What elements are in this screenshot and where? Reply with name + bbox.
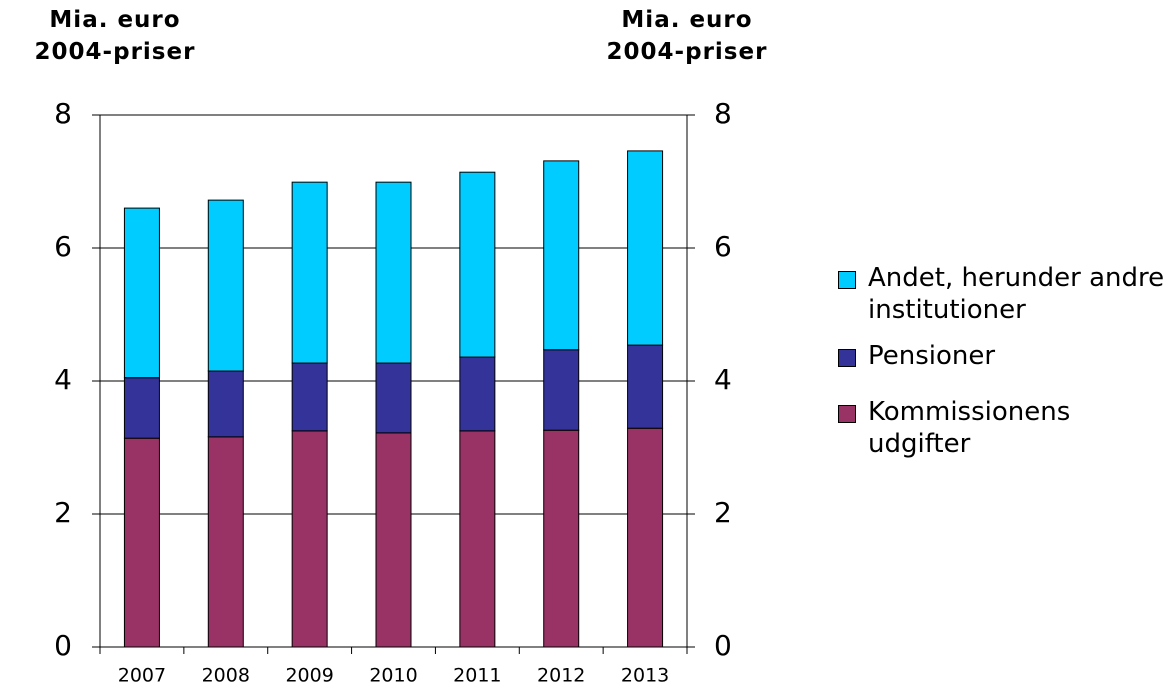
y2-tick-label: 4 [714, 363, 732, 396]
x-tick-label: 2007 [118, 665, 166, 687]
legend-label: Andet, herunder andre institutioner [868, 263, 1165, 325]
bar-segment [459, 430, 496, 648]
y-tick-label: 0 [54, 629, 72, 662]
bar-segment [291, 430, 328, 648]
bar-segment [123, 207, 160, 379]
x-tick-label: 2008 [202, 665, 250, 687]
bar-segment [375, 432, 412, 648]
bar-segment [123, 437, 160, 648]
bar-segment [543, 160, 580, 351]
bar-segment [627, 344, 664, 429]
legend-swatch [838, 405, 856, 423]
bar-segment [207, 370, 244, 438]
y2-tick-label: 0 [714, 629, 732, 662]
x-tick-label: 2012 [537, 665, 585, 687]
y-axis-title: Mia. euro 2004-priser [34, 7, 196, 65]
y-tick-label: 2 [54, 496, 72, 529]
bar-segment [627, 150, 664, 346]
legend-swatch [838, 349, 856, 367]
y-tick-label: 6 [54, 230, 72, 263]
bar-segment [627, 427, 664, 648]
bar-segment [207, 199, 244, 372]
y2-tick-label: 6 [714, 230, 732, 263]
y-tick-label: 4 [54, 363, 72, 396]
bar-segment [291, 362, 328, 432]
legend-entry: Pensioner [838, 340, 1108, 372]
bar-segment [123, 377, 160, 439]
bar-segment [291, 181, 328, 364]
legend-label: Pensioner [868, 341, 996, 371]
x-tick-label: 2013 [621, 665, 669, 687]
y2-tick-label: 2 [714, 496, 732, 529]
x-tick-label: 2009 [285, 665, 333, 687]
x-tick-label: 2011 [453, 665, 501, 687]
bar-segment [543, 429, 580, 648]
legend: Andet, herunder andre institutioner Pensi… [838, 262, 1176, 460]
bar-segment [459, 356, 496, 432]
legend-entry: Kommissionens udgifter [838, 396, 1108, 460]
bar-segment [375, 362, 412, 434]
x-tick-label: 2010 [369, 665, 417, 687]
y-tick-label: 8 [54, 97, 72, 130]
bar-segment [543, 349, 580, 431]
y2-tick-label: 8 [714, 97, 732, 130]
legend-label: Kommissionens udgifter [868, 397, 1071, 459]
y2-axis-title: Mia. euro 2004-priser [606, 7, 768, 65]
legend-swatch [838, 271, 856, 289]
legend-entry: Andet, herunder andre institutioner [838, 262, 1176, 326]
bar-segment [459, 171, 496, 358]
bar-segment [375, 181, 412, 364]
bar-segment [207, 436, 244, 648]
